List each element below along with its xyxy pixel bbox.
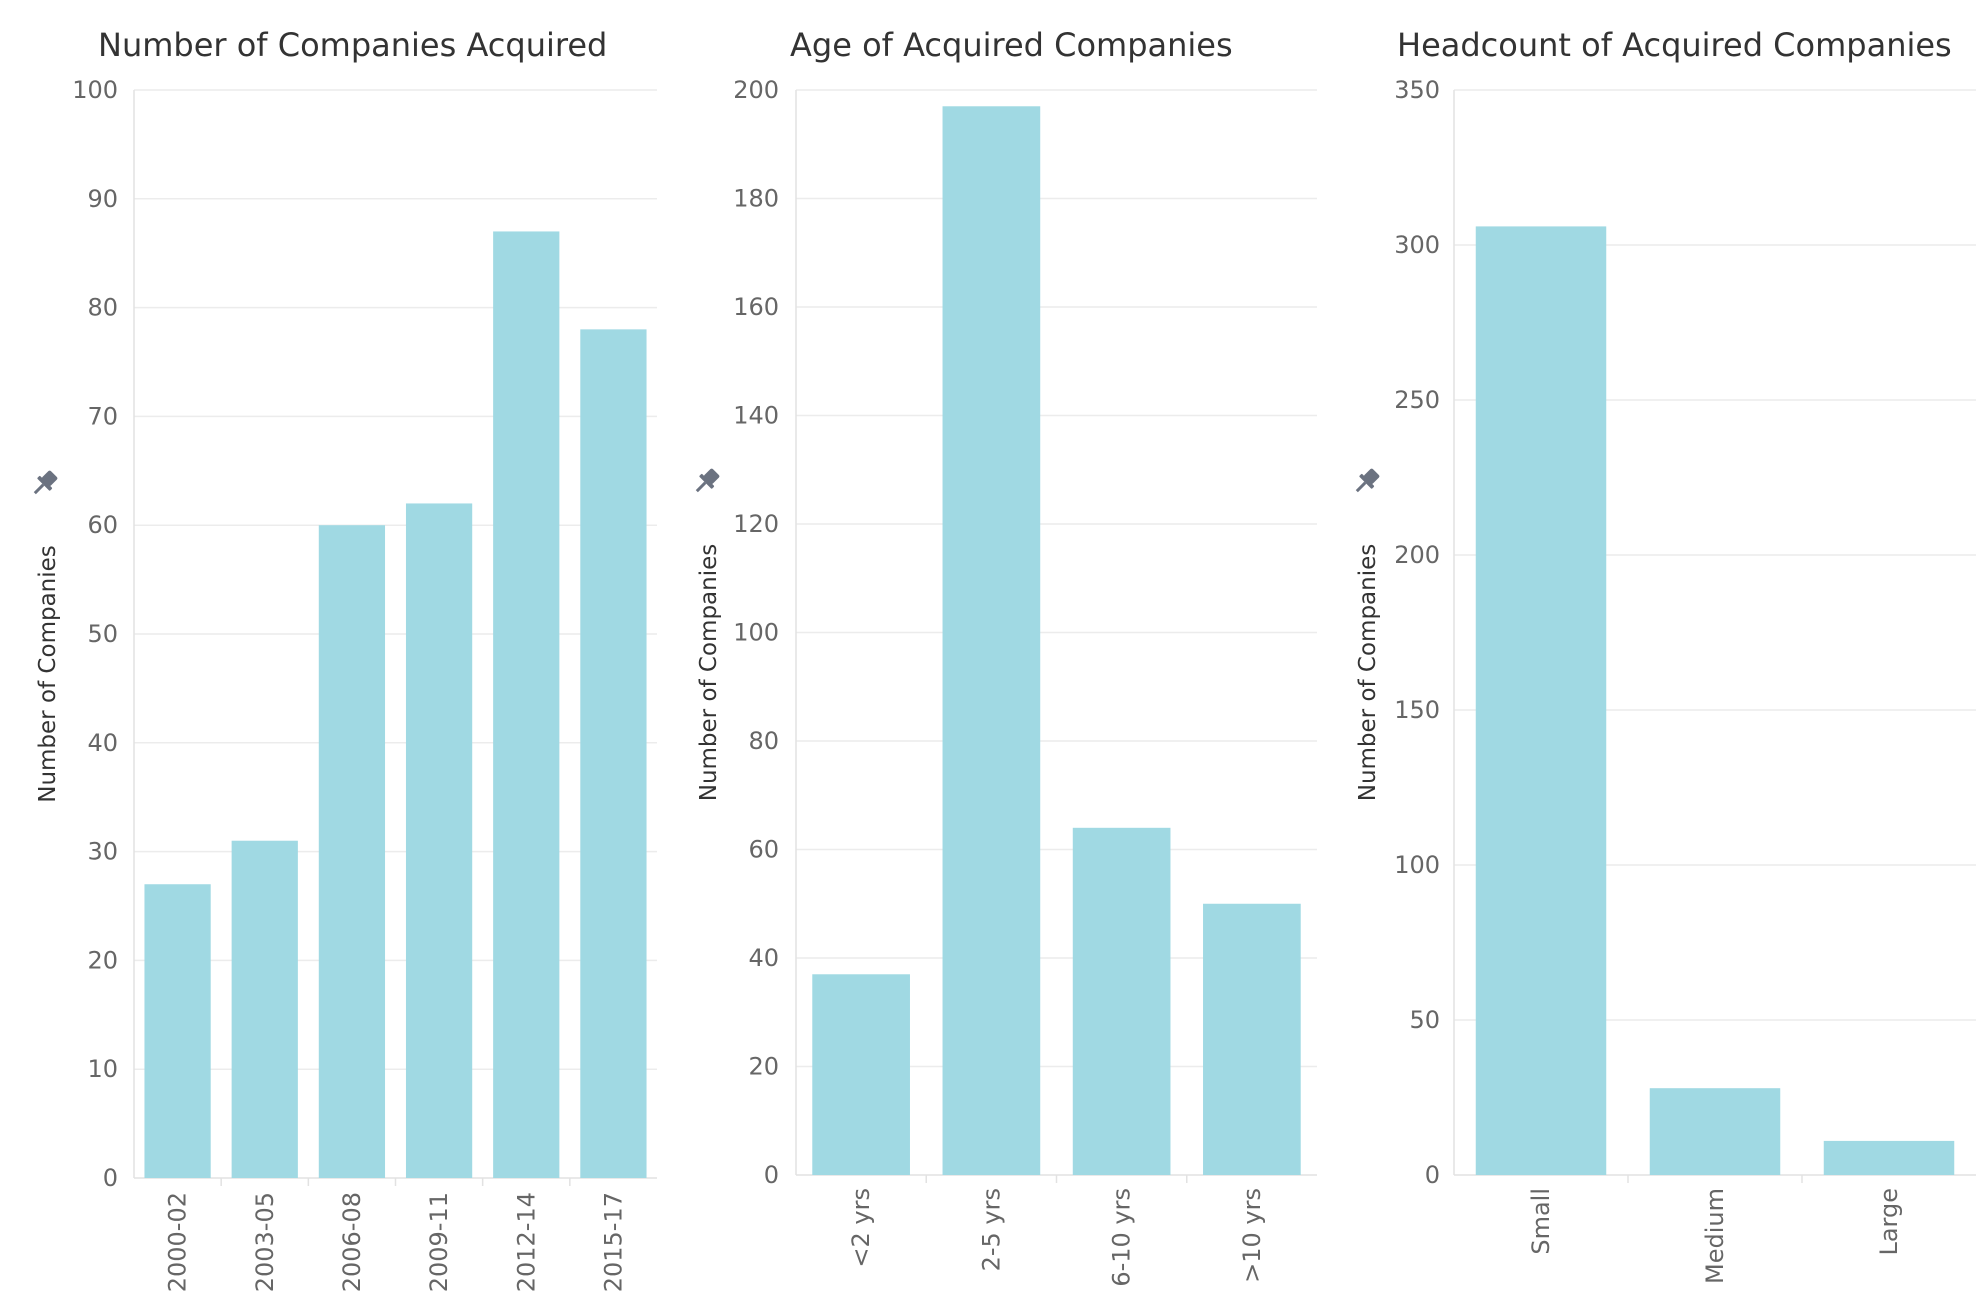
y-axis-label: Number of Companies — [1355, 544, 1381, 802]
y-tick-label: 20 — [748, 1053, 779, 1081]
y-tick-labels: 0 50 100 150 200 250 300 350 — [1394, 76, 1440, 1189]
chart-title: Headcount of Acquired Companies — [1397, 26, 1952, 64]
bar[interactable] — [942, 106, 1041, 1175]
y-tick-label: 150 — [1394, 696, 1440, 724]
y-tick-label: 20 — [87, 946, 118, 974]
headcount-of-acquired-chart: Headcount of Acquired Companies Number o… — [1350, 26, 1976, 1284]
category-label: 2000-02 — [164, 1192, 192, 1292]
y-tick-label: 100 — [1394, 851, 1440, 879]
y-tick-label: 0 — [103, 1164, 118, 1192]
y-tick-label: 160 — [733, 293, 779, 321]
bar[interactable] — [812, 974, 910, 1175]
bar[interactable] — [144, 884, 211, 1178]
y-tick-labels: 0 10 20 30 40 50 60 70 80 90 100 — [72, 76, 118, 1192]
category-label: 2015-17 — [599, 1192, 627, 1292]
pin-collar — [699, 473, 715, 489]
y-tick-label: 100 — [733, 619, 779, 647]
bar[interactable] — [1475, 226, 1607, 1175]
age-of-acquired-chart: Age of Acquired Companies Number of Comp… — [690, 26, 1317, 1287]
category-label: 2003-05 — [251, 1192, 279, 1292]
bar[interactable] — [580, 329, 647, 1178]
pin-collar — [1359, 473, 1375, 489]
bar[interactable] — [493, 231, 560, 1178]
category-label: Small — [1527, 1188, 1555, 1255]
y-tick-labels: 0 20 40 60 80 100 120 140 160 180 200 — [733, 76, 779, 1189]
category-label: Medium — [1701, 1188, 1729, 1284]
y-tick-label: 40 — [748, 944, 779, 972]
category-labels: <2 yrs 2-5 yrs 6-10 yrs >10 yrs — [847, 1175, 1266, 1287]
bars — [144, 231, 647, 1178]
pin-needle — [1355, 481, 1367, 493]
y-tick-label: 350 — [1394, 76, 1440, 104]
category-labels: Small Medium Large — [1527, 1175, 1903, 1284]
pin-needle — [695, 481, 707, 493]
y-tick-label: 70 — [87, 402, 118, 430]
category-label: 6-10 yrs — [1108, 1188, 1136, 1287]
y-tick-label: 60 — [87, 511, 118, 539]
y-tick-label: 10 — [87, 1055, 118, 1083]
bar[interactable] — [1203, 903, 1301, 1175]
y-tick-label: 0 — [1425, 1161, 1440, 1189]
bar[interactable] — [231, 840, 298, 1178]
y-tick-label: 60 — [748, 836, 779, 864]
y-tick-label: 180 — [733, 185, 779, 213]
chart-title: Number of Companies Acquired — [98, 26, 607, 64]
category-label: >10 yrs — [1238, 1188, 1266, 1283]
bar[interactable] — [1072, 827, 1171, 1175]
y-tick-label: 80 — [87, 294, 118, 322]
y-axis-label: Number of Companies — [35, 545, 61, 803]
category-label: 2012-14 — [512, 1192, 540, 1292]
bars — [812, 106, 1301, 1175]
bars — [1475, 226, 1955, 1175]
y-tick-label: 250 — [1394, 386, 1440, 414]
category-label: 2006-08 — [338, 1192, 366, 1292]
pin-icon[interactable] — [690, 466, 722, 498]
pin-collar — [37, 475, 53, 491]
y-tick-label: 30 — [87, 838, 118, 866]
y-tick-label: 120 — [733, 510, 779, 538]
y-tick-label: 300 — [1394, 231, 1440, 259]
bar[interactable] — [405, 503, 473, 1178]
category-label: 2-5 yrs — [977, 1188, 1005, 1271]
y-tick-label: 80 — [748, 727, 779, 755]
category-label: 2009-11 — [425, 1192, 453, 1292]
pin-icon[interactable] — [28, 468, 60, 500]
pin-needle — [33, 483, 45, 495]
pin-icon[interactable] — [1350, 466, 1382, 498]
bar[interactable] — [1823, 1140, 1955, 1175]
companies-acquired-chart: Number of Companies Acquired Number of C… — [28, 26, 657, 1292]
y-tick-label: 50 — [1409, 1006, 1440, 1034]
chart-title: Age of Acquired Companies — [790, 26, 1233, 64]
y-tick-label: 140 — [733, 402, 779, 430]
y-axis-label: Number of Companies — [696, 544, 722, 802]
y-tick-label: 200 — [1394, 541, 1440, 569]
bar[interactable] — [1649, 1088, 1781, 1175]
bar[interactable] — [318, 525, 386, 1178]
y-tick-label: 90 — [87, 185, 118, 213]
gridlines — [133, 89, 657, 1179]
category-labels: 2000-02 2003-05 2006-08 2009-11 2012-14 2015-… — [164, 1178, 627, 1292]
category-label: Large — [1875, 1188, 1903, 1256]
y-tick-label: 40 — [87, 729, 118, 757]
y-tick-label: 0 — [764, 1161, 779, 1189]
y-tick-label: 100 — [72, 76, 118, 104]
y-tick-label: 50 — [87, 620, 118, 648]
y-tick-label: 200 — [733, 76, 779, 104]
category-label: <2 yrs — [847, 1188, 875, 1268]
